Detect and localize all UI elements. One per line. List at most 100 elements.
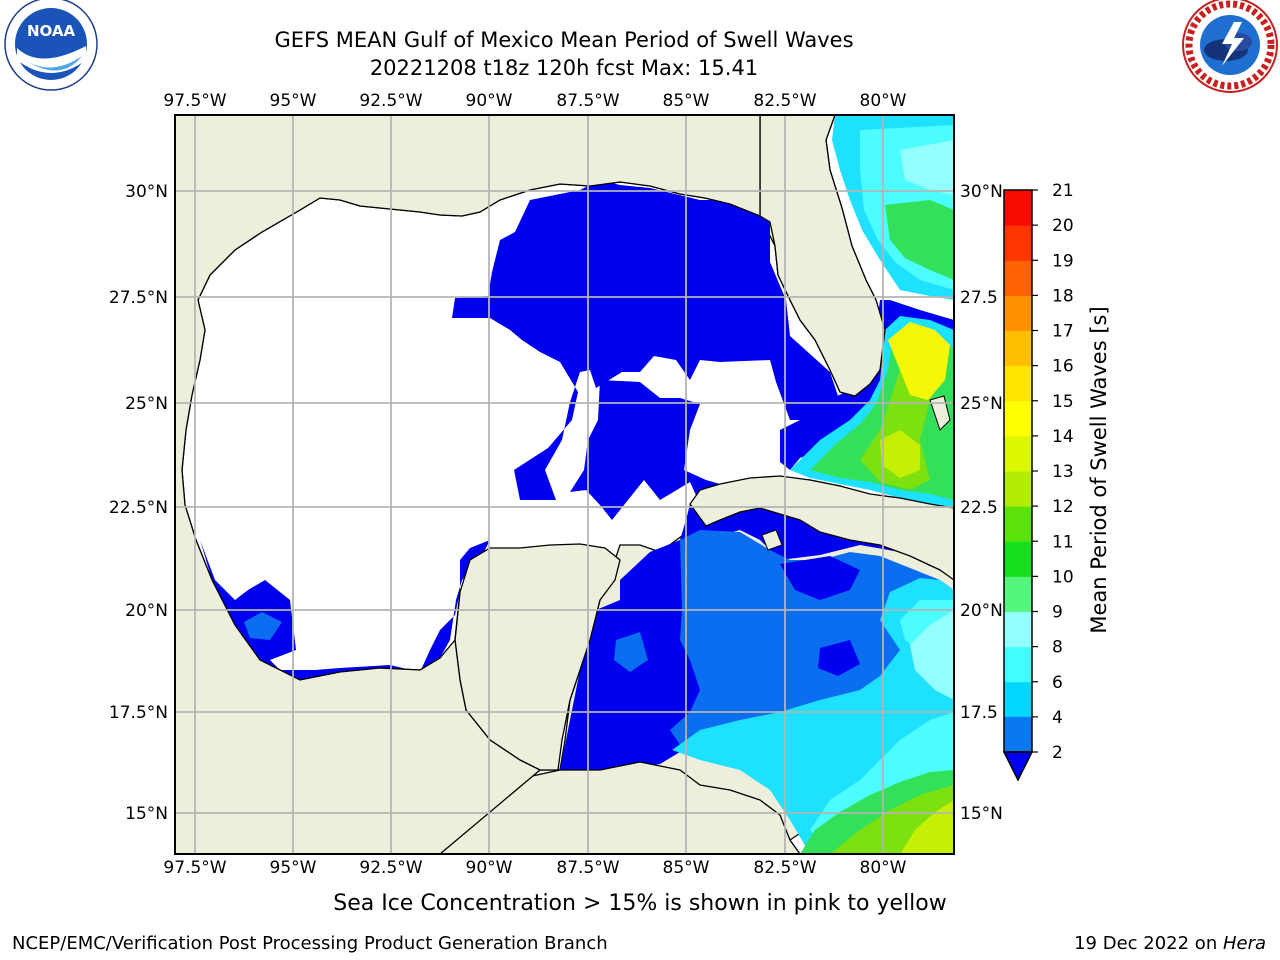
lon-tick-top: 97.5°W (163, 91, 226, 111)
lat-ticks-left: 30°N 27.5°N 25°N 22.5°N 20°N 17.5°N 15°N (109, 182, 168, 824)
lat-ticks-right: 30°N 27.5 25°N 22.5 20°N 17.5 15°N (960, 182, 1003, 824)
swell-region-deepblue-north (452, 180, 838, 500)
colorbar-segment (1004, 576, 1032, 612)
colorbar-segment (1004, 295, 1032, 331)
lon-tick-bottom: 92.5°W (359, 858, 422, 878)
colorbar-tick-label: 4 (1052, 708, 1063, 728)
lat-tick-left: 17.5°N (109, 703, 168, 723)
colorbar-tick-label: 6 (1052, 673, 1063, 693)
lat-tick-left: 22.5°N (109, 498, 168, 518)
colorbar-segment (1004, 506, 1032, 542)
colorbar-tick-label: 13 (1052, 462, 1074, 482)
lon-tick-top: 87.5°W (556, 91, 619, 111)
lon-tick-top: 92.5°W (359, 91, 422, 111)
map-plot-area (175, 115, 954, 854)
colorbar-segment (1004, 646, 1032, 683)
west-coast-mexico-usa (175, 115, 761, 854)
lon-tick-bottom: 80°W (860, 858, 907, 878)
florida-peninsula (759, 115, 886, 397)
cuba-island (689, 475, 954, 581)
lat-tick-left: 15°N (125, 804, 168, 824)
isla-juventud (761, 529, 783, 551)
national-weather-service-logo (1182, 0, 1278, 93)
footer-date-text: 19 Dec 2022 on (1074, 933, 1223, 954)
colorbar-tick-label: 16 (1052, 357, 1074, 377)
colorbar-segment (1004, 225, 1032, 261)
colorbar-segment (1004, 471, 1032, 507)
lat-tick-right: 17.5 (960, 703, 998, 723)
deep-pocket-caribbean-2 (818, 640, 860, 676)
swell-region-deepblue-west (200, 540, 490, 680)
swell-band-palecyan-atlantic (900, 140, 954, 195)
bahamas (929, 395, 951, 431)
lon-tick-top: 95°W (270, 91, 317, 111)
colorbar-tick-label: 19 (1052, 251, 1074, 271)
lat-tick-right: 30°N (960, 182, 1003, 202)
colorbar-segment (1004, 611, 1032, 648)
footer-machine: Hera (1222, 933, 1266, 954)
colorbar-tick-label: 9 (1052, 603, 1063, 623)
colorbar-segment (1004, 260, 1032, 296)
colorbar-tick-label: 2 (1052, 743, 1063, 763)
colorbar-segment (1004, 365, 1032, 402)
lat-tick-left: 20°N (125, 601, 168, 621)
colorbar-tick-label: 20 (1052, 216, 1074, 236)
swell-band-yellow-straits (888, 322, 950, 400)
footer-date: 19 Dec 2022 on Hera (1074, 933, 1266, 954)
map-frame (174, 114, 955, 855)
lat-tick-right: 25°N (960, 394, 1003, 414)
swell-region-deepblue-channel (560, 380, 954, 770)
colorbar-segment (1004, 190, 1032, 226)
colorbar-segment (1004, 330, 1032, 367)
colorbar-tick-label: 10 (1052, 567, 1074, 587)
colorbar-segment (1004, 541, 1032, 577)
colorbar-tick-label: 12 (1052, 497, 1074, 517)
deep-pocket-caribbean (780, 556, 860, 600)
colorbar-label: Mean Period of Swell Waves [s] (1087, 306, 1111, 633)
colorbar-tick-label: 21 (1052, 181, 1074, 201)
colorbar-extend-arrow (1002, 751, 1034, 782)
lat-tick-left: 30°N (125, 182, 168, 202)
colorbar-tick-label: 15 (1052, 392, 1074, 412)
map-gridlines (175, 115, 954, 854)
swell-band-yellowgreen-straits (880, 430, 920, 478)
map-title-line1: GEFS MEAN Gulf of Mexico Mean Period of … (274, 28, 853, 52)
colorbar-tick-label: 17 (1052, 322, 1074, 342)
colorbar-segment (1004, 435, 1032, 472)
colorbar-segment (1004, 400, 1032, 437)
lon-tick-bottom: 97.5°W (163, 858, 226, 878)
swell-island-blue-caribbean (614, 632, 648, 672)
lat-tick-right: 15°N (960, 804, 1003, 824)
lon-tick-bottom: 87.5°W (556, 858, 619, 878)
lon-tick-bottom: 82.5°W (753, 858, 816, 878)
colorbar-tick-label: 8 (1052, 638, 1063, 658)
lon-tick-top: 80°W (860, 91, 907, 111)
lon-tick-top: 90°W (466, 91, 513, 111)
lon-ticks-top: 97.5°W 95°W 92.5°W 90°W 87.5°W 85°W 82.5… (163, 91, 906, 111)
lon-tick-bottom: 85°W (663, 858, 710, 878)
swell-band-green-atlantic (885, 200, 954, 280)
lat-tick-right: 27.5 (960, 288, 998, 308)
colorbar-segment (1004, 716, 1032, 752)
colorbar-tick-label: 11 (1052, 532, 1074, 552)
swell-island-blue-gulf (244, 612, 282, 640)
lon-tick-top: 85°W (663, 91, 710, 111)
lat-tick-left: 27.5°N (109, 288, 168, 308)
footer-credit: NCEP/EMC/Verification Post Processing Pr… (12, 933, 608, 954)
lat-tick-right: 22.5 (960, 498, 998, 518)
colorbar-tick-label: 14 (1052, 427, 1074, 447)
colorbar-tick-label: 18 (1052, 286, 1074, 306)
lon-tick-top: 82.5°W (753, 91, 816, 111)
colorbar-segment (1004, 681, 1032, 718)
noaa-logo-text: NOAA (27, 22, 76, 40)
map-title-line2: 20221208 t18z 120h fcst Max: 15.41 (370, 56, 758, 80)
swell-band-palecyan-caribbean (910, 610, 954, 700)
sea-ice-note: Sea Ice Concentration > 15% is shown in … (333, 891, 947, 916)
lat-tick-right: 20°N (960, 601, 1003, 621)
lon-tick-bottom: 90°W (466, 858, 513, 878)
lon-ticks-bottom: 97.5°W 95°W 92.5°W 90°W 87.5°W 85°W 82.5… (163, 858, 906, 878)
colorbar: 2 4 6 8 9 10 11 12 13 14 15 16 17 18 19 20 21 (1002, 181, 1074, 782)
noaa-logo: NOAA (4, 0, 98, 91)
lon-tick-bottom: 95°W (270, 858, 317, 878)
